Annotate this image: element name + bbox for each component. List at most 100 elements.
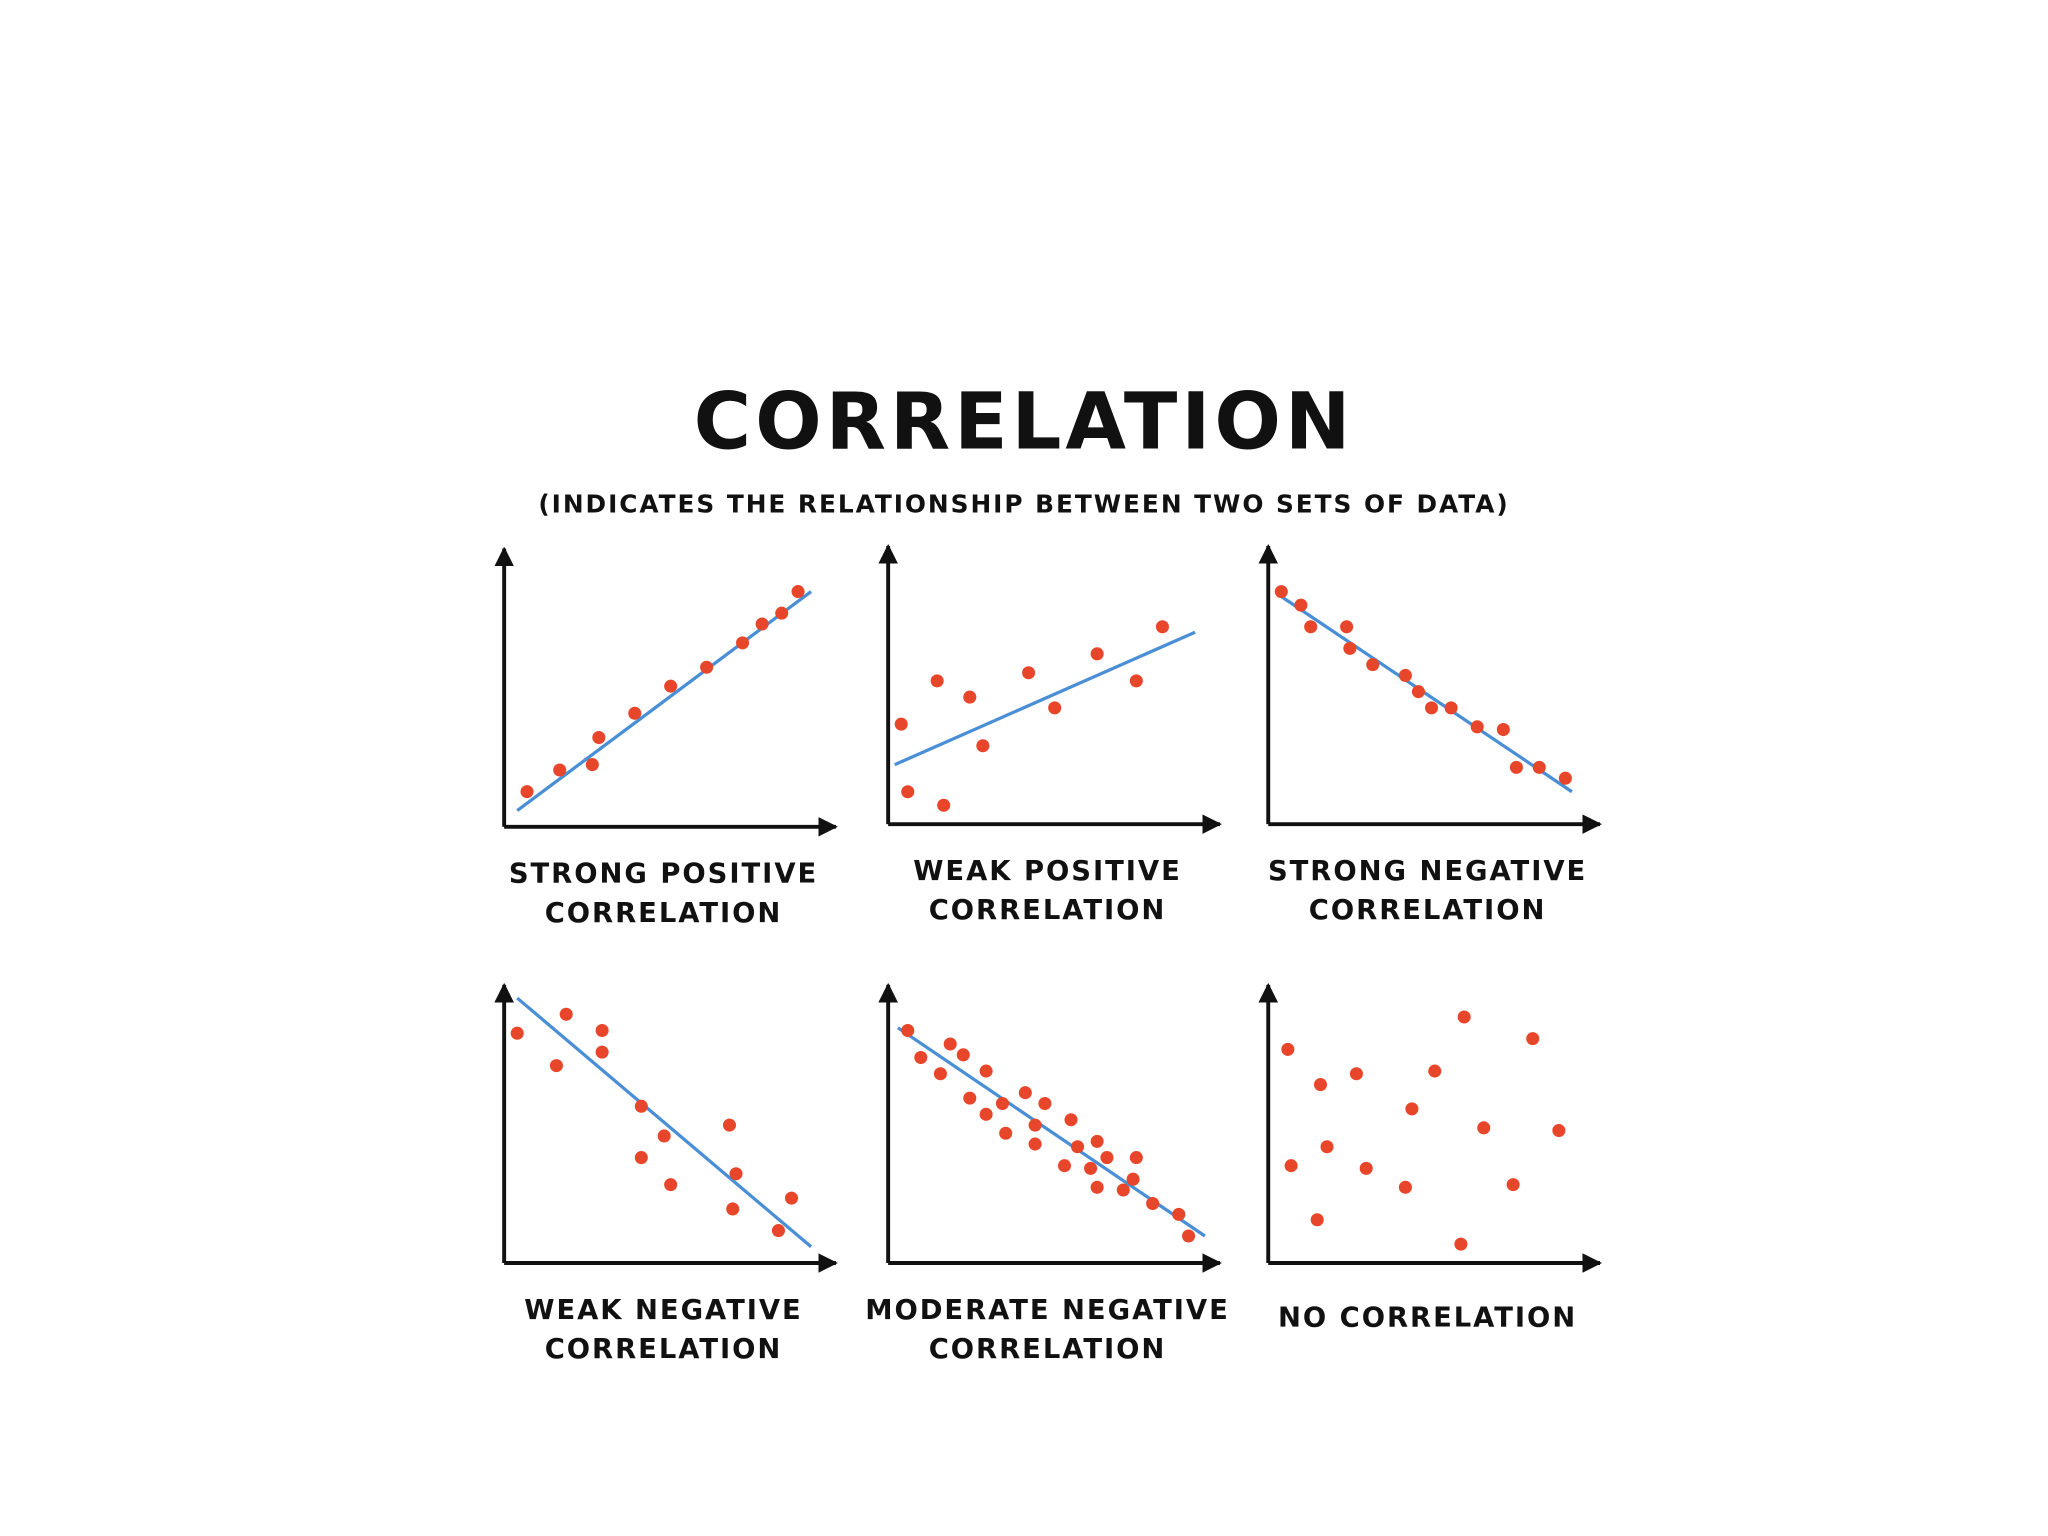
- data-point: [1366, 658, 1380, 672]
- panel-label: WEAK NEGATIVE: [524, 1295, 802, 1326]
- data-point: [553, 763, 567, 777]
- data-point: [1454, 1237, 1468, 1251]
- data-point: [1313, 1078, 1328, 1092]
- data-point: [510, 1026, 524, 1040]
- data-point: [1349, 1067, 1363, 1081]
- panel-label: CORRELATION: [929, 1334, 1167, 1365]
- data-point: [1284, 1159, 1298, 1173]
- data-point: [1310, 1213, 1324, 1227]
- data-point: [1424, 701, 1439, 715]
- trend-line: [894, 630, 1196, 767]
- data-point: [976, 739, 990, 753]
- data-point: [722, 1118, 736, 1132]
- panel-label: CORRELATION: [545, 1334, 783, 1365]
- data-point: [595, 1023, 609, 1038]
- data-point: [664, 1178, 678, 1192]
- data-point: [1470, 720, 1484, 734]
- data-point: [1274, 585, 1288, 599]
- data-point: [1018, 1086, 1032, 1100]
- data-point: [979, 1064, 993, 1078]
- data-point: [1552, 1124, 1566, 1138]
- data-point: [1532, 760, 1546, 774]
- data-point: [1057, 1159, 1072, 1173]
- data-point: [1411, 685, 1425, 699]
- data-point: [634, 1151, 648, 1165]
- data-point: [1090, 1134, 1104, 1148]
- panel-label: CORRELATION: [545, 898, 783, 929]
- data-point: [664, 679, 678, 693]
- data-point: [549, 1059, 563, 1073]
- data-point: [784, 1191, 799, 1205]
- data-point: [1398, 668, 1412, 682]
- panel-label: WEAK POSITIVE: [913, 856, 1182, 887]
- data-point: [901, 1023, 915, 1038]
- data-point: [1155, 620, 1169, 634]
- data-point: [1116, 1183, 1130, 1197]
- data-point: [657, 1129, 671, 1143]
- data-point: [995, 1096, 1009, 1111]
- data-point: [1182, 1229, 1196, 1243]
- trend-line: [516, 996, 813, 1249]
- data-point: [1129, 674, 1143, 688]
- data-point: [1509, 760, 1523, 774]
- data-point: [1304, 620, 1318, 634]
- data-point: [901, 785, 915, 799]
- data-point: [1343, 641, 1357, 655]
- data-point: [1172, 1207, 1186, 1221]
- data-point: [775, 606, 789, 620]
- data-point: [1038, 1096, 1052, 1111]
- data-point: [1126, 1172, 1140, 1186]
- data-point: [1022, 666, 1036, 680]
- data-point: [956, 1048, 970, 1062]
- trend-line: [1277, 592, 1573, 794]
- data-point: [999, 1126, 1013, 1140]
- data-point: [1558, 771, 1572, 785]
- data-point: [1444, 701, 1458, 715]
- subtitle: (INDICATES THE RELATIONSHIP BETWEEN TWO …: [538, 489, 1509, 518]
- data-point: [1028, 1137, 1042, 1151]
- data-point: [1090, 647, 1104, 661]
- data-point: [736, 636, 750, 650]
- data-point: [1405, 1102, 1419, 1116]
- data-point: [1496, 723, 1510, 737]
- data-point: [1090, 1180, 1104, 1194]
- data-point: [933, 1067, 947, 1081]
- data-point: [1064, 1113, 1078, 1127]
- data-point: [1028, 1118, 1042, 1132]
- data-point: [700, 660, 714, 674]
- data-point: [1477, 1121, 1491, 1135]
- data-point: [894, 717, 908, 731]
- data-point: [1084, 1161, 1098, 1175]
- data-point: [628, 706, 642, 720]
- data-point: [595, 1045, 609, 1059]
- data-point: [634, 1099, 648, 1113]
- panel-label: STRONG NEGATIVE: [1268, 856, 1587, 887]
- panel-label: NO CORRELATION: [1278, 1303, 1577, 1334]
- data-point: [1048, 701, 1062, 715]
- data-point: [1281, 1042, 1295, 1056]
- data-point: [771, 1224, 785, 1238]
- data-point: [1129, 1151, 1143, 1165]
- data-point: [1340, 620, 1354, 634]
- panel-label: STRONG POSITIVE: [509, 859, 818, 890]
- data-point: [755, 617, 769, 631]
- data-point: [937, 798, 951, 812]
- data-point: [592, 731, 606, 745]
- data-point: [930, 674, 944, 688]
- data-point: [943, 1037, 957, 1051]
- data-point: [1071, 1140, 1085, 1154]
- data-point: [585, 758, 599, 772]
- data-point: [791, 585, 805, 599]
- data-point: [520, 785, 534, 799]
- data-point: [963, 1091, 977, 1105]
- title: CORRELATION: [694, 377, 1355, 468]
- data-point: [963, 690, 977, 704]
- panel-label: CORRELATION: [1309, 895, 1547, 926]
- data-point: [729, 1167, 743, 1181]
- data-point: [1320, 1140, 1334, 1154]
- data-point: [1457, 1010, 1471, 1024]
- data-point: [726, 1202, 740, 1216]
